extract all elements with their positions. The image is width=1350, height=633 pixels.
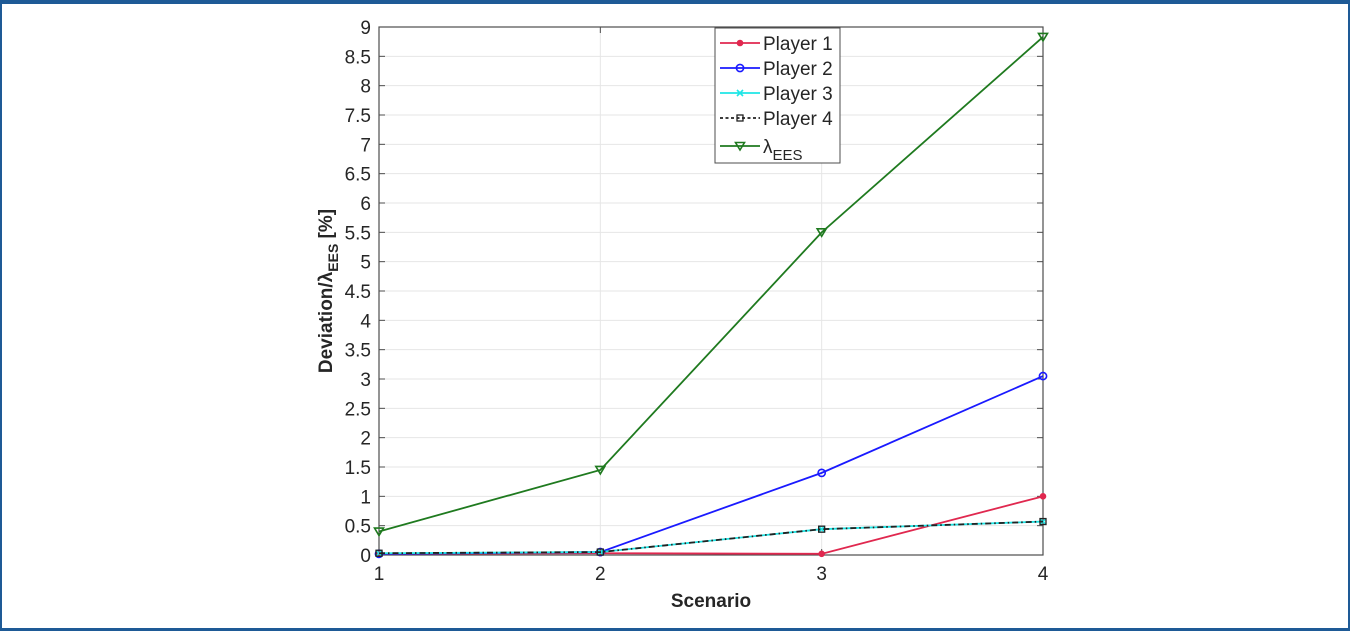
- legend-label: λEES: [763, 137, 803, 164]
- legend-entry: Player 3: [720, 84, 833, 105]
- grid-lines: [378, 26, 1044, 556]
- legend-swatch-marker: [736, 39, 744, 47]
- y-tick-label: 2.5: [345, 399, 371, 420]
- legend-label: Player 4: [763, 109, 833, 130]
- data-point-marker: [1039, 517, 1047, 526]
- y-tick-label: 3: [360, 370, 371, 391]
- legend-label: Player 3: [763, 84, 833, 105]
- legend-label: Player 2: [763, 59, 833, 80]
- data-point-marker: [818, 525, 826, 533]
- legend-entry: Player 1: [720, 34, 833, 55]
- y-tick-label: 0.5: [345, 517, 371, 538]
- y-tick-label: 4.5: [345, 282, 371, 303]
- legend-swatch-marker: [736, 114, 744, 122]
- series-player-4: [375, 517, 1047, 557]
- y-tick-label: 9: [360, 18, 371, 39]
- data-point-marker: [818, 525, 826, 533]
- legend-label: Player 1: [763, 34, 833, 55]
- legend-swatch-marker: [736, 89, 744, 97]
- series-line: [378, 520, 1044, 555]
- y-tick-label: 8: [360, 77, 371, 98]
- legend-entry: Player 4: [720, 109, 833, 130]
- series--ees: [373, 32, 1049, 538]
- y-axis-label: Deviation/λEES [%]: [316, 209, 341, 373]
- data-point-marker: [375, 549, 383, 557]
- y-tick-label: 6: [360, 194, 371, 215]
- data-point-marker: [817, 468, 827, 478]
- legend-box: [714, 27, 841, 164]
- y-tick-label: 7: [360, 135, 371, 156]
- legend-entry: Player 2: [720, 59, 833, 80]
- y-tick-label: 3.5: [345, 341, 371, 362]
- series-line: [378, 36, 1044, 533]
- y-tick-label: 1: [360, 487, 371, 508]
- data-point-marker: [815, 228, 828, 238]
- legend-swatch-marker: [735, 63, 745, 73]
- y-tick-label: 1.5: [345, 458, 371, 479]
- legend: Player 1 Player 2 Player 3 Player 4 λEES: [714, 27, 841, 164]
- y-tick-label: 8.5: [345, 47, 371, 68]
- data-point-marker: [596, 548, 604, 556]
- y-axis-ticks: 0 0.5 1 1.5 2 2.5 3 3.5 4 4.5 5 5.5 6 6.5 7 7.5 8 8.5 9: [345, 18, 1043, 567]
- x-axis-label: Scenario: [671, 591, 751, 612]
- x-tick-label: 4: [1038, 564, 1049, 585]
- y-tick-label: 5.5: [345, 223, 371, 244]
- data-series: [373, 32, 1049, 559]
- x-tick-label: 3: [816, 564, 827, 585]
- x-tick-label: 1: [374, 564, 385, 585]
- x-tick-label: 2: [595, 564, 606, 585]
- y-tick-label: 6.5: [345, 165, 371, 186]
- data-point-marker: [594, 465, 607, 476]
- data-point-marker: [818, 550, 825, 558]
- legend-entry: λEES: [720, 137, 803, 164]
- y-tick-label: 0: [360, 546, 371, 567]
- y-tick-label: 2: [360, 429, 371, 450]
- data-point-marker: [373, 527, 385, 538]
- y-tick-label: 7.5: [345, 106, 371, 127]
- y-tick-label: 5: [360, 253, 371, 274]
- data-point-marker: [1038, 371, 1048, 381]
- data-point-marker: [1037, 32, 1049, 43]
- y-tick-label: 4: [360, 311, 371, 332]
- legend-swatch-marker: [734, 141, 746, 152]
- data-point-marker: [1039, 493, 1047, 500]
